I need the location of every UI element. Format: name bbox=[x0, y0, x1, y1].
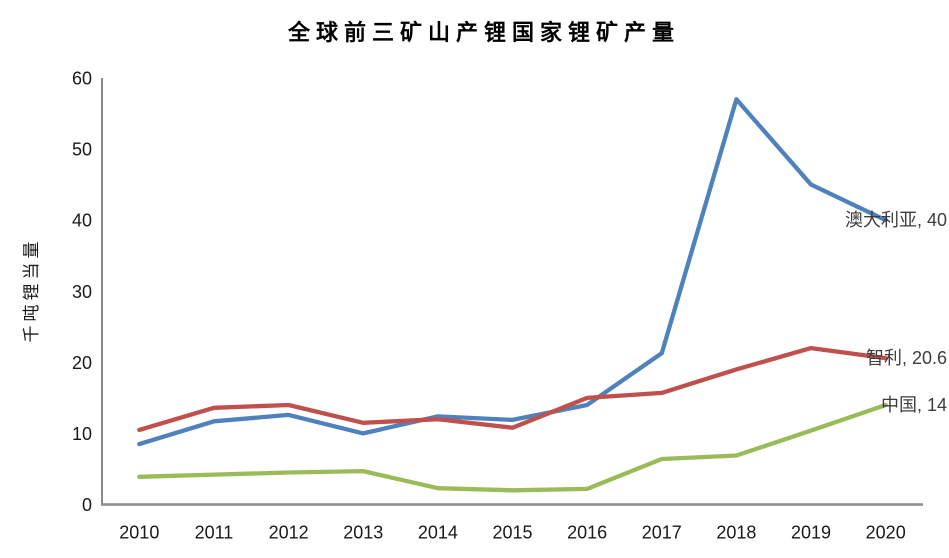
x-tick-label: 2011 bbox=[195, 523, 234, 543]
x-tick-label: 2014 bbox=[418, 523, 458, 543]
y-tick-label: 60 bbox=[72, 69, 92, 89]
x-tick-label: 2018 bbox=[716, 523, 756, 543]
x-axis-tick-labels: 2010 2011 2012 2013 2014 2015 2016 2017 2018 2019… bbox=[119, 523, 905, 543]
y-axis-tick-labels: 0 10 20 30 40 50 60 bbox=[72, 69, 92, 516]
x-tick-label: 2016 bbox=[567, 523, 607, 543]
y-tick-label: 20 bbox=[72, 353, 92, 373]
y-tick-label: 0 bbox=[82, 495, 92, 515]
y-tick-label: 50 bbox=[72, 140, 92, 160]
y-tick-label: 40 bbox=[72, 211, 92, 231]
chart-title: 全球前三矿山产锂国家锂矿产量 bbox=[287, 20, 680, 46]
x-tick-label: 2013 bbox=[343, 523, 383, 543]
series-line-australia bbox=[137, 97, 888, 447]
x-tick-label: 2019 bbox=[791, 523, 831, 543]
y-tick-label: 10 bbox=[72, 424, 92, 444]
series-end-label-chile: 智利, 20.6 bbox=[866, 348, 947, 368]
x-tick-label: 2012 bbox=[269, 523, 309, 543]
x-tick-label: 2017 bbox=[642, 523, 682, 543]
series-end-label-china: 中国, 14 bbox=[881, 395, 947, 415]
series-line-chile bbox=[137, 345, 888, 433]
y-axis-title: 千吨锂当量 bbox=[22, 238, 41, 343]
series-end-labels: 澳大利亚, 40 智利, 20.6 中国, 14 bbox=[845, 210, 947, 415]
x-tick-label: 2015 bbox=[492, 523, 532, 543]
y-tick-label: 30 bbox=[72, 282, 92, 302]
series-line-china bbox=[137, 402, 888, 493]
series-lines bbox=[137, 97, 888, 493]
x-tick-label: 2010 bbox=[119, 523, 159, 543]
x-tick-label: 2020 bbox=[866, 523, 906, 543]
series-end-label-australia: 澳大利亚, 40 bbox=[845, 210, 947, 230]
